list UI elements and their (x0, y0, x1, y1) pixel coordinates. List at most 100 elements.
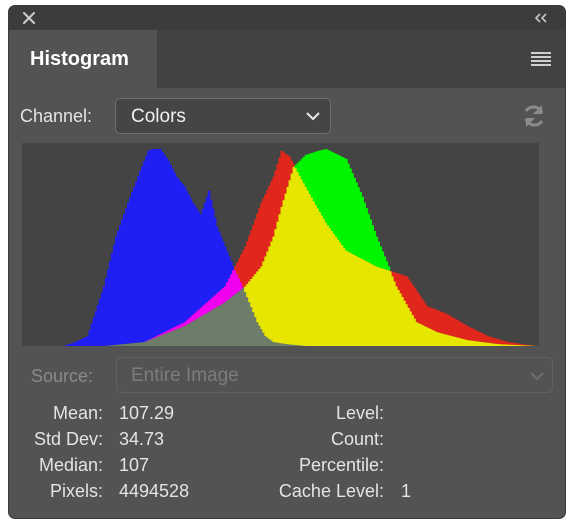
histogram-bin (165, 333, 169, 346)
histogram-bin (320, 215, 324, 346)
histogram-bin (524, 344, 528, 346)
histogram-bin (500, 344, 504, 346)
histogram-bin (316, 208, 320, 346)
histogram-bin (367, 262, 370, 346)
histogram-bin (161, 333, 164, 335)
histogram-bin (242, 287, 245, 288)
histogram-bin (96, 304, 100, 346)
histogram-bin (393, 281, 397, 346)
histogram-bin (256, 213, 259, 272)
refresh-icon[interactable] (520, 102, 548, 130)
cache-level-label: Cache Level: (278, 481, 384, 501)
histogram-bin (278, 343, 282, 346)
histogram-bin (518, 343, 522, 346)
histogram-bin (347, 163, 350, 252)
histogram-bin (270, 241, 274, 341)
source-value: Entire Image (131, 365, 239, 386)
histogram-bin (363, 202, 366, 261)
histogram-bin (135, 342, 138, 346)
histogram-bin (480, 341, 484, 346)
histogram-bin (375, 236, 379, 267)
histogram-bin (371, 264, 374, 346)
histogram-bin (476, 341, 480, 346)
histogram-bin (223, 286, 227, 303)
histogram-bin (195, 208, 199, 312)
histogram-bin (468, 327, 471, 341)
histogram-bin (232, 266, 235, 271)
chevron-down-icon (530, 372, 544, 381)
histogram-bin (272, 236, 276, 343)
histogram-bin (391, 271, 395, 277)
mean-label: Mean: (52, 403, 103, 423)
histogram-bin (294, 164, 298, 169)
level-label: Level: (335, 403, 384, 423)
tab-histogram[interactable]: Histogram (9, 30, 157, 88)
histogram-bin (221, 241, 225, 289)
histogram-bin (187, 323, 191, 346)
histogram-bin (260, 266, 263, 330)
close-icon[interactable] (21, 10, 37, 26)
panel-menu-icon[interactable] (531, 52, 551, 66)
histogram-bin (151, 148, 154, 339)
histogram-bin (236, 262, 239, 275)
count-label: Count: (330, 429, 384, 449)
histogram-bin (211, 208, 215, 298)
channel-select[interactable]: Colors (115, 98, 331, 134)
tab-title: Histogram (30, 48, 129, 70)
histogram-bin (278, 214, 282, 344)
histogram-bin (189, 316, 193, 323)
histogram-bin (256, 271, 259, 323)
histogram-bin (149, 339, 152, 346)
histogram-bin (159, 148, 162, 335)
histogram-bin (460, 322, 463, 339)
histogram-bin (227, 299, 231, 346)
histogram-bin (448, 315, 451, 336)
histogram-bin (264, 256, 267, 337)
histogram-bin (496, 339, 500, 345)
histogram-bin (197, 317, 201, 346)
histogram-bin (294, 168, 298, 345)
histogram-bin (365, 261, 368, 346)
histogram-bin (498, 339, 502, 345)
histogram-bin (116, 230, 120, 345)
histogram-bin (409, 282, 413, 312)
histogram-bin (133, 186, 136, 344)
histogram-bin (450, 335, 453, 346)
histogram-bin (252, 312, 255, 346)
histogram-bin (407, 279, 411, 308)
histogram-bin (143, 342, 146, 346)
histogram-bin (118, 225, 122, 345)
histogram-bin (177, 325, 181, 329)
histogram-bin (492, 337, 496, 344)
histogram-bin (108, 345, 112, 346)
histogram-bin (440, 311, 443, 334)
histogram-bin (395, 273, 399, 287)
histogram-bin (169, 164, 173, 330)
histogram-bin (355, 255, 358, 346)
histogram-bin (114, 236, 118, 345)
histogram-bin (484, 342, 488, 346)
histogram-bin (355, 182, 358, 256)
histogram-bin (431, 308, 435, 331)
histogram-bin (102, 286, 106, 346)
histogram-bin (199, 316, 203, 346)
histogram-bin (84, 337, 88, 346)
histogram-bin (230, 261, 233, 275)
histogram-bin (425, 327, 429, 346)
histogram-bin (246, 241, 249, 284)
histogram-bin (227, 256, 231, 279)
histogram-bin (193, 205, 197, 314)
histogram-bin (127, 202, 130, 344)
histogram-bin (173, 172, 177, 328)
histogram-bin (179, 324, 183, 328)
histogram-bin (74, 342, 78, 346)
histogram-bin (518, 345, 522, 346)
histogram-bin (201, 208, 205, 306)
histogram-bin (197, 309, 201, 318)
histogram-bin (330, 151, 334, 231)
histogram-bin (425, 306, 429, 328)
histogram-bin (217, 231, 221, 292)
histogram-bin (421, 325, 425, 346)
double-chevron-left-icon[interactable] (533, 12, 549, 24)
histogram-bin (201, 315, 205, 346)
